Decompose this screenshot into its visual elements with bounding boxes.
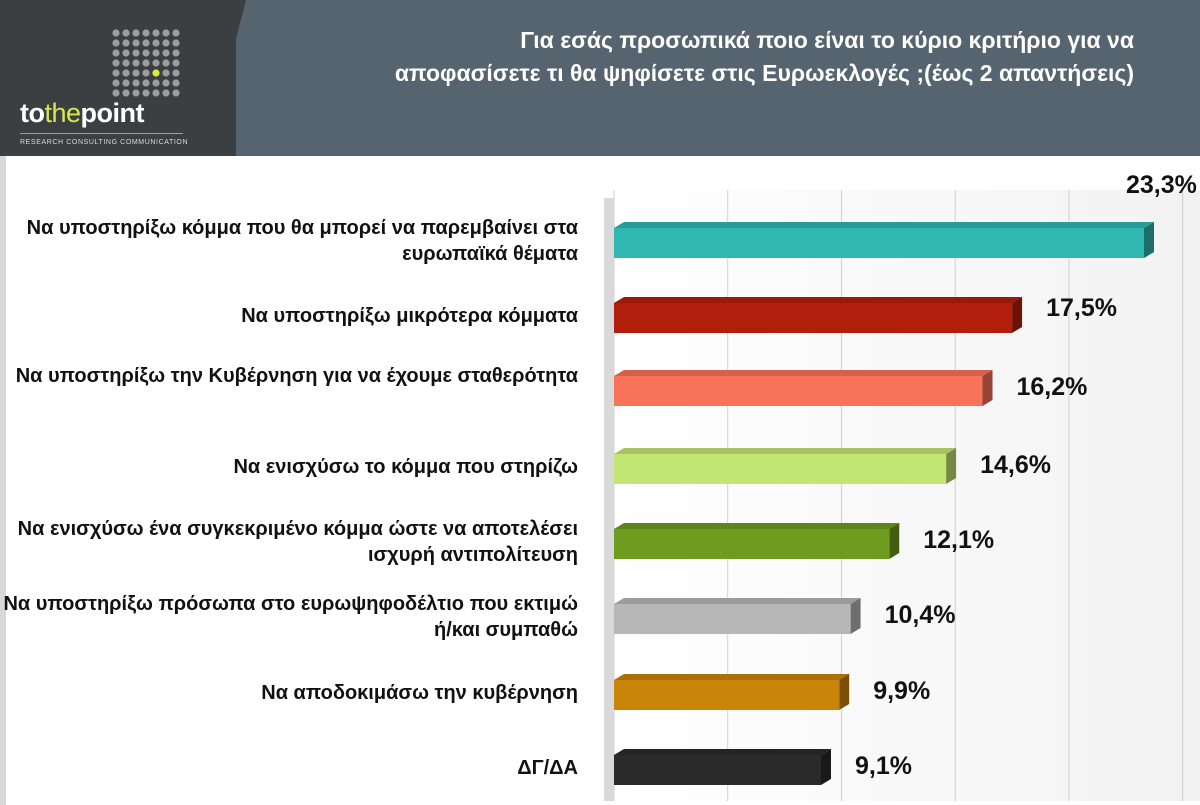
bar-6 [614, 598, 861, 634]
value-label-8: 9,1% [854, 752, 912, 780]
bar-2 [614, 297, 1023, 333]
brand-logo-text: tothepoint [20, 98, 145, 128]
value-label-5: 12,1% [923, 526, 995, 554]
header-banner: tothepoint RESEARCH CONSULTING COMMUNICA… [0, 0, 1200, 156]
chart-area: 23,3% Να υποστηρίξω κόμμα που θα μπορεί ν… [0, 156, 1200, 805]
category-label-3: Να υποστηρίξω την Κυβέρνηση για να έχουμ… [15, 365, 578, 387]
chart-title: Για εσάς προσωπικά ποιο είναι το κύριο κ… [394, 27, 1134, 86]
value-label-7: 9,9% [873, 677, 931, 705]
bar-7 [614, 674, 850, 710]
bar-1 [614, 222, 1154, 258]
bar-chart [604, 190, 1200, 801]
category-label-4: Να ενισχύσω το κόμμα που στηρίζω [233, 456, 578, 478]
logo-dot-grid-icon [112, 29, 180, 97]
value-label-1: 23,3% [1126, 171, 1197, 199]
category-label-8: ΔΓ/ΔΑ [517, 757, 578, 779]
category-label-2: Να υποστηρίξω μικρότερα κόμματα [241, 305, 578, 327]
y-axis-wall [604, 198, 614, 801]
bar-4 [614, 448, 957, 484]
bar-5 [614, 523, 900, 559]
bar-8 [614, 749, 831, 785]
category-label-5: Να ενισχύσω ένα συγκεκριμένο κόμμα ώστε … [17, 518, 578, 566]
value-label-4: 14,6% [980, 451, 1051, 479]
value-label-6: 10,4% [884, 601, 956, 629]
brand-tagline: RESEARCH CONSULTING COMMUNICATION [20, 139, 189, 146]
category-label-6: Να υποστηρίξω πρόσωπα στο ευρωψηφοδέλτιο… [3, 593, 578, 641]
category-label-1: Να υποστηρίξω κόμμα που θα μπορεί να παρ… [26, 217, 578, 265]
value-label-2: 17,5% [1046, 294, 1117, 322]
logo-panel: tothepoint RESEARCH CONSULTING COMMUNICA… [0, 0, 236, 156]
value-label-3: 16,2% [1016, 373, 1088, 401]
bar-3 [614, 370, 993, 406]
logo-slant-edge [206, 0, 246, 156]
brand-divider [20, 133, 183, 134]
category-label-7: Να αποδοκιμάσω την κυβέρνηση [261, 682, 578, 704]
